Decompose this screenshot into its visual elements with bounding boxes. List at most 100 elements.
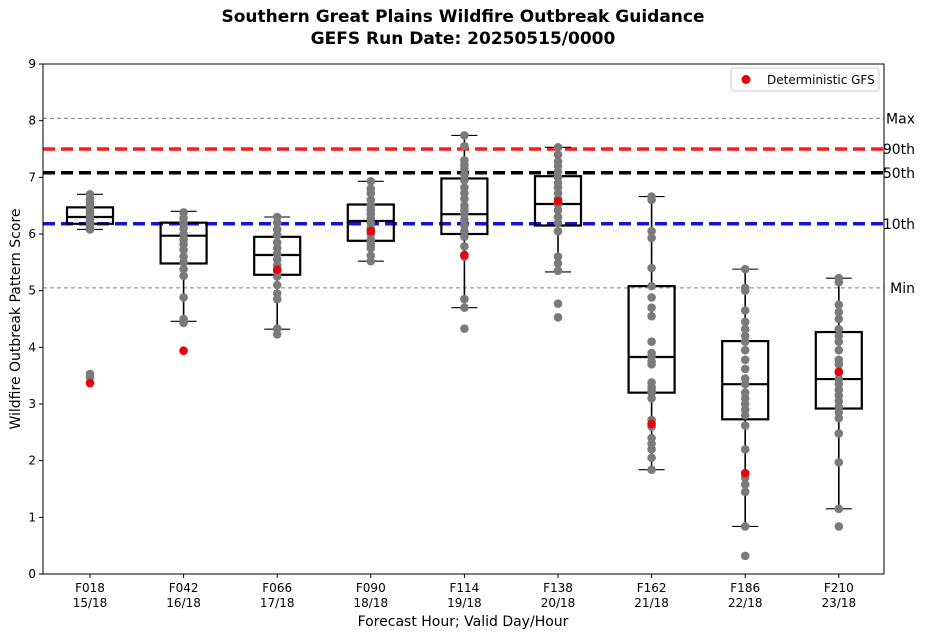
ensemble-member-point bbox=[647, 293, 656, 302]
ensemble-member-point bbox=[366, 256, 376, 266]
ensemble-member-point bbox=[179, 264, 188, 274]
ensemble-member-point bbox=[272, 272, 282, 281]
ensemble-member-point bbox=[647, 263, 656, 273]
x-tick-label-hour: F162 bbox=[637, 581, 667, 595]
ensemble-member-point bbox=[366, 188, 376, 198]
ensemble-member-point bbox=[740, 522, 750, 531]
ensemble-member-point bbox=[834, 307, 844, 317]
ensemble-member-point bbox=[647, 445, 656, 454]
ensemble-member-point bbox=[740, 379, 750, 389]
ensemble-member-point bbox=[553, 150, 563, 159]
x-tick-label-valid: 15/18 bbox=[73, 596, 108, 610]
ensemble-member-point bbox=[740, 445, 750, 454]
ensemble-member-point bbox=[740, 286, 750, 295]
x-tick-label-valid: 23/18 bbox=[822, 596, 857, 610]
ensemble-member-point bbox=[740, 411, 750, 420]
ensemble-member-point bbox=[834, 458, 844, 467]
deterministic-gfs-point bbox=[740, 468, 750, 478]
ensemble-member-point bbox=[647, 311, 656, 321]
deterministic-gfs-point bbox=[179, 346, 188, 356]
ensemble-member-point bbox=[834, 314, 844, 324]
ensemble-member-points bbox=[85, 131, 844, 561]
y-axis-label: Wildfire Outbreak Pattern Score bbox=[8, 208, 24, 429]
ensemble-member-point bbox=[553, 299, 563, 309]
x-tick-label-valid: 20/18 bbox=[541, 596, 576, 610]
x-tick-label-hour: F066 bbox=[262, 581, 292, 595]
ensemble-member-point bbox=[272, 218, 282, 227]
legend: Deterministic GFS bbox=[730, 67, 880, 92]
ensemble-member-point bbox=[740, 264, 750, 274]
plot-frame bbox=[42, 63, 885, 575]
x-tick-label-valid: 21/18 bbox=[634, 596, 669, 610]
x-tick-label-valid: 17/18 bbox=[260, 596, 295, 610]
x-tick-label-hour: F138 bbox=[543, 581, 573, 595]
x-tick-label-hour: F018 bbox=[75, 581, 105, 595]
ensemble-member-point bbox=[647, 465, 656, 475]
ensemble-member-point bbox=[553, 252, 563, 261]
deterministic-gfs-point bbox=[647, 419, 656, 429]
ensemble-member-point bbox=[460, 232, 469, 242]
ensemble-member-point bbox=[740, 421, 750, 430]
y-axis-ticks: 0 1 2 3 4 5 6 7 8 9 bbox=[28, 57, 43, 581]
legend-label-deterministic-gfs: Deterministic GFS bbox=[767, 73, 875, 87]
ensemble-member-point bbox=[272, 330, 282, 339]
ensemble-member-point bbox=[740, 337, 750, 346]
deterministic-gfs-point bbox=[460, 250, 469, 260]
ensemble-member-point bbox=[460, 175, 469, 185]
ensemble-member-point bbox=[460, 294, 469, 304]
x-tick-label-valid: 19/18 bbox=[447, 596, 482, 610]
deterministic-gfs-point bbox=[85, 378, 95, 388]
ensemble-member-point bbox=[272, 294, 282, 304]
ensemble-member-point bbox=[179, 258, 188, 267]
x-axis-label: Forecast Hour; Valid Day/Hour bbox=[358, 614, 569, 630]
y-tick-label: 1 bbox=[28, 510, 36, 524]
ensemble-member-point bbox=[272, 230, 282, 240]
ensemble-member-point bbox=[460, 242, 469, 251]
reference-label-min: Min bbox=[890, 281, 915, 297]
ensemble-member-point bbox=[647, 233, 656, 243]
deterministic-gfs-point bbox=[553, 196, 563, 206]
reference-label-max: Max bbox=[886, 111, 915, 127]
ensemble-member-point bbox=[834, 345, 844, 355]
y-tick-label: 5 bbox=[28, 284, 36, 298]
ensemble-member-point bbox=[366, 243, 376, 253]
ensemble-member-point bbox=[834, 337, 844, 346]
ensemble-member-point bbox=[179, 271, 188, 281]
ensemble-member-point bbox=[740, 355, 750, 365]
ensemble-member-point bbox=[647, 195, 656, 205]
y-tick-label: 7 bbox=[28, 170, 36, 184]
y-tick-label: 0 bbox=[28, 567, 36, 581]
deterministic-gfs-point bbox=[272, 265, 282, 275]
ensemble-member-point bbox=[647, 226, 656, 236]
ensemble-member-point bbox=[179, 318, 188, 328]
ensemble-member-point bbox=[834, 324, 844, 334]
ensemble-member-point bbox=[740, 551, 750, 561]
ensemble-member-point bbox=[647, 303, 656, 312]
ensemble-member-point bbox=[647, 394, 656, 403]
deterministic-gfs-points bbox=[85, 196, 844, 478]
ensemble-member-point bbox=[553, 205, 563, 215]
x-tick-label-hour: F090 bbox=[356, 581, 386, 595]
x-tick-label-hour: F042 bbox=[169, 581, 199, 595]
ensemble-member-point bbox=[834, 413, 844, 423]
x-tick-label-valid: 16/18 bbox=[166, 596, 201, 610]
legend-marker-deterministic-gfs bbox=[741, 75, 751, 84]
x-tick-label-valid: 22/18 bbox=[728, 596, 763, 610]
ensemble-member-point bbox=[553, 259, 563, 268]
ensemble-member-point bbox=[834, 360, 844, 369]
ensemble-member-point bbox=[834, 277, 844, 287]
ensemble-member-point bbox=[740, 487, 750, 497]
x-tick-label-hour: F186 bbox=[730, 581, 760, 595]
y-tick-label: 3 bbox=[28, 397, 36, 411]
ensemble-member-point bbox=[85, 225, 95, 234]
ensemble-member-point bbox=[740, 317, 750, 327]
chart-subtitle: GEFS Run Date: 20250515/0000 bbox=[311, 29, 616, 49]
ensemble-member-point bbox=[647, 360, 656, 369]
ensemble-member-point bbox=[272, 280, 282, 290]
deterministic-gfs-point bbox=[366, 226, 376, 236]
ensemble-member-point bbox=[366, 177, 376, 186]
chart-title: Southern Great Plains Wildfire Outbreak … bbox=[222, 7, 705, 27]
ensemble-member-point bbox=[460, 194, 469, 204]
